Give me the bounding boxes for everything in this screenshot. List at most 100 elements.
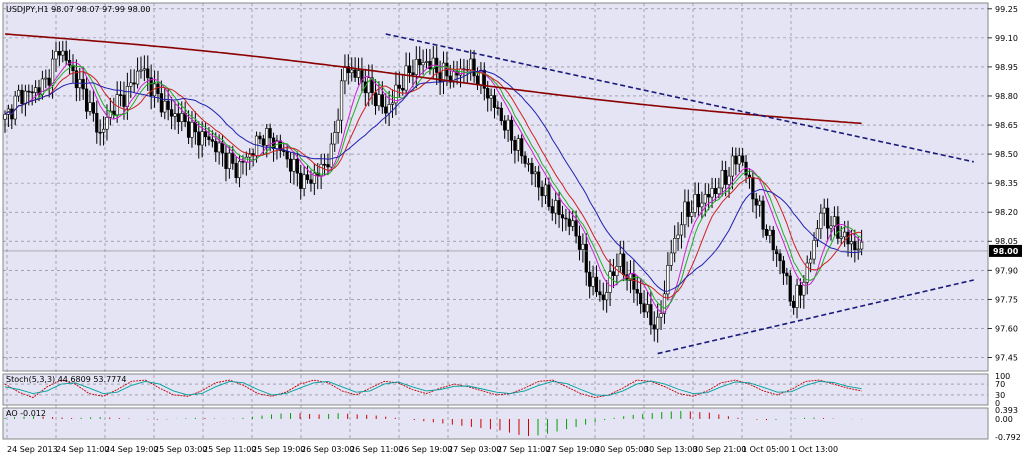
bear-candle: [639, 292, 643, 305]
bear-candle: [771, 229, 775, 251]
x-tick-label: 27 Sep 19:00: [546, 445, 599, 454]
bear-candle: [754, 198, 758, 206]
bull-candle: [312, 172, 316, 184]
bull-candle: [795, 284, 799, 308]
bull-candle: [758, 200, 762, 206]
bull-candle: [139, 69, 143, 72]
bear-candle: [530, 162, 534, 175]
bull-candle: [125, 85, 129, 107]
bull-candle: [843, 231, 847, 238]
ma-blue-line: [4, 70, 862, 292]
bear-candle: [74, 70, 78, 89]
bull-candle: [618, 253, 622, 267]
bear-candle: [37, 87, 41, 95]
bear-candle: [241, 160, 245, 163]
bear-candle: [622, 253, 626, 276]
ao-y-tick-label: -0.792: [995, 433, 1021, 442]
y-tick-label: 99.25: [995, 5, 1018, 14]
bull-candle: [727, 175, 731, 185]
ma-magenta-line: [4, 61, 862, 313]
bull-candle: [16, 89, 21, 97]
x-tick-label: 25 Sep 11:00: [203, 445, 256, 454]
bear-candle: [156, 83, 160, 94]
bear-candle: [20, 89, 24, 105]
bear-candle: [594, 276, 599, 293]
bull-candle: [180, 113, 184, 123]
x-tick-label: 24 Sep 2013: [7, 445, 58, 454]
bear-candle: [550, 206, 554, 214]
bull-candle: [581, 243, 585, 250]
bear-candle: [299, 172, 303, 189]
bear-candle: [523, 155, 527, 164]
bull-candle: [129, 82, 133, 87]
bear-candle: [564, 217, 568, 220]
bull-candle: [217, 142, 221, 153]
y-tick-label: 97.90: [995, 266, 1018, 275]
bear-candle: [482, 69, 486, 89]
bear-candle: [84, 88, 89, 112]
bear-candle: [764, 229, 769, 236]
bear-candle: [496, 107, 500, 109]
bear-candle: [853, 241, 857, 251]
bull-candle: [856, 248, 860, 251]
bear-candle: [268, 128, 272, 139]
bear-candle: [401, 88, 405, 91]
bear-candle: [98, 131, 102, 134]
bull-candle: [135, 70, 140, 85]
bull-candle: [336, 119, 340, 133]
bear-candle: [258, 135, 262, 140]
bear-candle: [166, 100, 170, 110]
bull-candle: [61, 50, 65, 56]
x-tick-label: 26 Sep 11:00: [350, 445, 403, 454]
bull-candle: [768, 229, 772, 236]
bull-candle: [23, 90, 27, 105]
bear-candle: [574, 220, 578, 237]
bear-candle: [836, 216, 840, 239]
bear-candle: [146, 68, 150, 79]
bear-candle: [95, 112, 99, 133]
bull-candle: [390, 102, 395, 105]
bull-candle: [190, 121, 194, 138]
bull-candle: [142, 68, 146, 71]
bear-candle: [326, 164, 330, 168]
bear-candle: [503, 120, 507, 131]
bear-candle: [632, 273, 636, 290]
bear-candle: [407, 65, 412, 73]
bear-candle: [761, 200, 765, 230]
bear-candle: [380, 94, 384, 108]
bull-candle: [666, 265, 670, 295]
bear-candle: [724, 170, 728, 185]
stoch-y-tick-label: 70: [995, 380, 1005, 389]
ao-y-tick-label: 0.393: [995, 406, 1018, 415]
bear-candle: [567, 218, 571, 227]
bear-candle: [197, 131, 201, 146]
bull-candle: [254, 135, 259, 157]
bull-candle: [227, 152, 231, 169]
bear-candle: [418, 58, 422, 66]
bull-candle: [101, 128, 106, 133]
y-tick-label: 98.05: [995, 237, 1018, 246]
x-tick-label: 1 Oct 13:00: [791, 445, 838, 454]
bear-candle: [207, 136, 211, 140]
bull-candle: [683, 201, 687, 226]
bear-candle: [122, 94, 126, 107]
bear-candle: [577, 235, 582, 250]
bear-candle: [584, 243, 588, 273]
ao-panel-title: AO -0.012: [6, 409, 46, 418]
bear-candle: [64, 50, 68, 61]
bull-candle: [292, 158, 296, 172]
bull-candle: [832, 216, 837, 227]
bear-candle: [537, 171, 541, 188]
bear-candle: [611, 271, 616, 276]
bull-candle: [720, 170, 724, 189]
bear-candle: [781, 260, 786, 274]
bull-candle: [730, 155, 735, 177]
bull-candle: [533, 171, 537, 175]
bull-candle: [819, 212, 823, 229]
bear-candle: [305, 174, 310, 180]
bull-candle: [693, 193, 697, 213]
bear-candle: [118, 94, 123, 96]
bull-candle: [676, 234, 680, 239]
